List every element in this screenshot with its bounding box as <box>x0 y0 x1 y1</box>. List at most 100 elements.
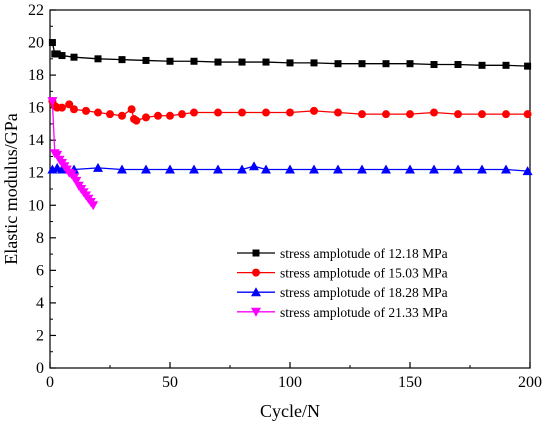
data-point <box>118 111 126 120</box>
y-tick-label: 12 <box>28 165 44 182</box>
data-point <box>249 161 259 171</box>
y-tick-label: 0 <box>36 360 44 377</box>
data-point <box>454 110 462 119</box>
data-point <box>453 164 463 174</box>
data-point <box>478 61 486 69</box>
data-point <box>132 116 141 125</box>
series-layer <box>47 39 533 211</box>
data-point <box>310 106 318 115</box>
data-point <box>358 110 366 119</box>
data-point <box>71 176 82 186</box>
data-point <box>65 100 74 109</box>
data-point <box>214 58 222 66</box>
data-point <box>94 55 102 63</box>
data-point <box>166 57 174 65</box>
x-tick-label: 200 <box>518 374 542 391</box>
y-tick-label: 22 <box>28 2 44 19</box>
data-point <box>501 164 511 174</box>
data-point <box>166 111 174 120</box>
legend-entry-2: stress amplotude of 15.03 MPa <box>237 266 448 281</box>
data-point <box>47 97 58 107</box>
data-point <box>58 103 66 112</box>
data-point <box>106 110 114 119</box>
y-tick-label: 4 <box>36 295 44 312</box>
data-point <box>190 108 198 117</box>
x-axis-title: Cycle/N <box>260 401 320 421</box>
data-point <box>357 164 367 174</box>
data-point <box>262 58 270 66</box>
data-point <box>142 113 150 122</box>
legend-marker <box>252 249 260 257</box>
legend-marker <box>251 307 261 317</box>
data-point <box>286 59 294 67</box>
data-point <box>382 110 390 119</box>
data-point <box>262 108 270 117</box>
data-point <box>286 108 294 117</box>
data-point <box>214 108 222 117</box>
y-tick-label: 16 <box>28 100 44 117</box>
y-tick-label: 8 <box>36 230 44 247</box>
series-2 <box>48 97 532 125</box>
legend-entry-1: stress amplotude of 12.18 MPa <box>237 246 448 261</box>
data-point <box>454 61 462 69</box>
data-point <box>141 164 151 174</box>
y-tick-label: 14 <box>28 132 44 149</box>
y-tick-label: 6 <box>36 262 44 279</box>
data-point <box>70 105 78 114</box>
data-point <box>238 108 246 117</box>
data-point <box>477 164 487 174</box>
data-point <box>94 108 102 117</box>
y-tick-label: 2 <box>36 327 44 344</box>
data-point <box>189 164 199 174</box>
legend: stress amplotude of 12.18 MPa stress ampl… <box>237 246 448 320</box>
data-point <box>334 60 342 68</box>
data-point <box>333 164 343 174</box>
data-point <box>406 110 414 119</box>
data-point <box>213 164 223 174</box>
data-point <box>52 150 63 160</box>
series-3 <box>47 161 533 176</box>
data-point <box>48 39 56 47</box>
data-point <box>238 58 246 66</box>
data-point <box>405 164 415 174</box>
data-point <box>334 108 342 117</box>
series-4 <box>47 97 99 211</box>
x-tick-label: 100 <box>278 374 302 391</box>
data-point <box>261 164 271 174</box>
legend-label: stress amplotude of 12.18 MPa <box>280 246 448 261</box>
data-point <box>127 105 136 114</box>
data-point <box>523 110 532 119</box>
data-point <box>502 110 510 119</box>
x-tick-label: 0 <box>46 374 54 391</box>
data-point <box>117 164 127 174</box>
y-tick-label: 18 <box>28 67 44 84</box>
data-point <box>358 60 366 68</box>
series-line <box>52 165 528 172</box>
legend-label: stress amplotude of 18.28 MPa <box>280 285 448 300</box>
data-point <box>310 59 318 67</box>
x-tick-label: 50 <box>162 374 178 391</box>
data-point <box>154 111 162 120</box>
data-point <box>381 164 391 174</box>
data-point <box>118 56 126 64</box>
data-point <box>178 110 186 119</box>
data-point <box>70 53 78 61</box>
data-point <box>57 164 67 174</box>
legend-label: stress amplotude of 15.03 MPa <box>280 266 448 281</box>
data-point <box>285 164 295 174</box>
data-point <box>522 166 533 176</box>
data-point <box>478 110 486 119</box>
axis-ticks: 0 50 100 150 200 0 2 4 6 8 10 12 14 16 18 20 22 <box>28 2 542 391</box>
data-point <box>406 60 414 68</box>
data-point <box>82 106 90 115</box>
data-point <box>382 60 390 68</box>
y-tick-label: 10 <box>28 197 44 214</box>
y-tick-label: 20 <box>28 35 44 52</box>
legend-marker <box>252 268 260 277</box>
series-1 <box>48 39 532 70</box>
data-point <box>309 164 319 174</box>
data-point <box>93 162 103 172</box>
data-point <box>190 57 198 65</box>
data-point <box>430 61 438 69</box>
